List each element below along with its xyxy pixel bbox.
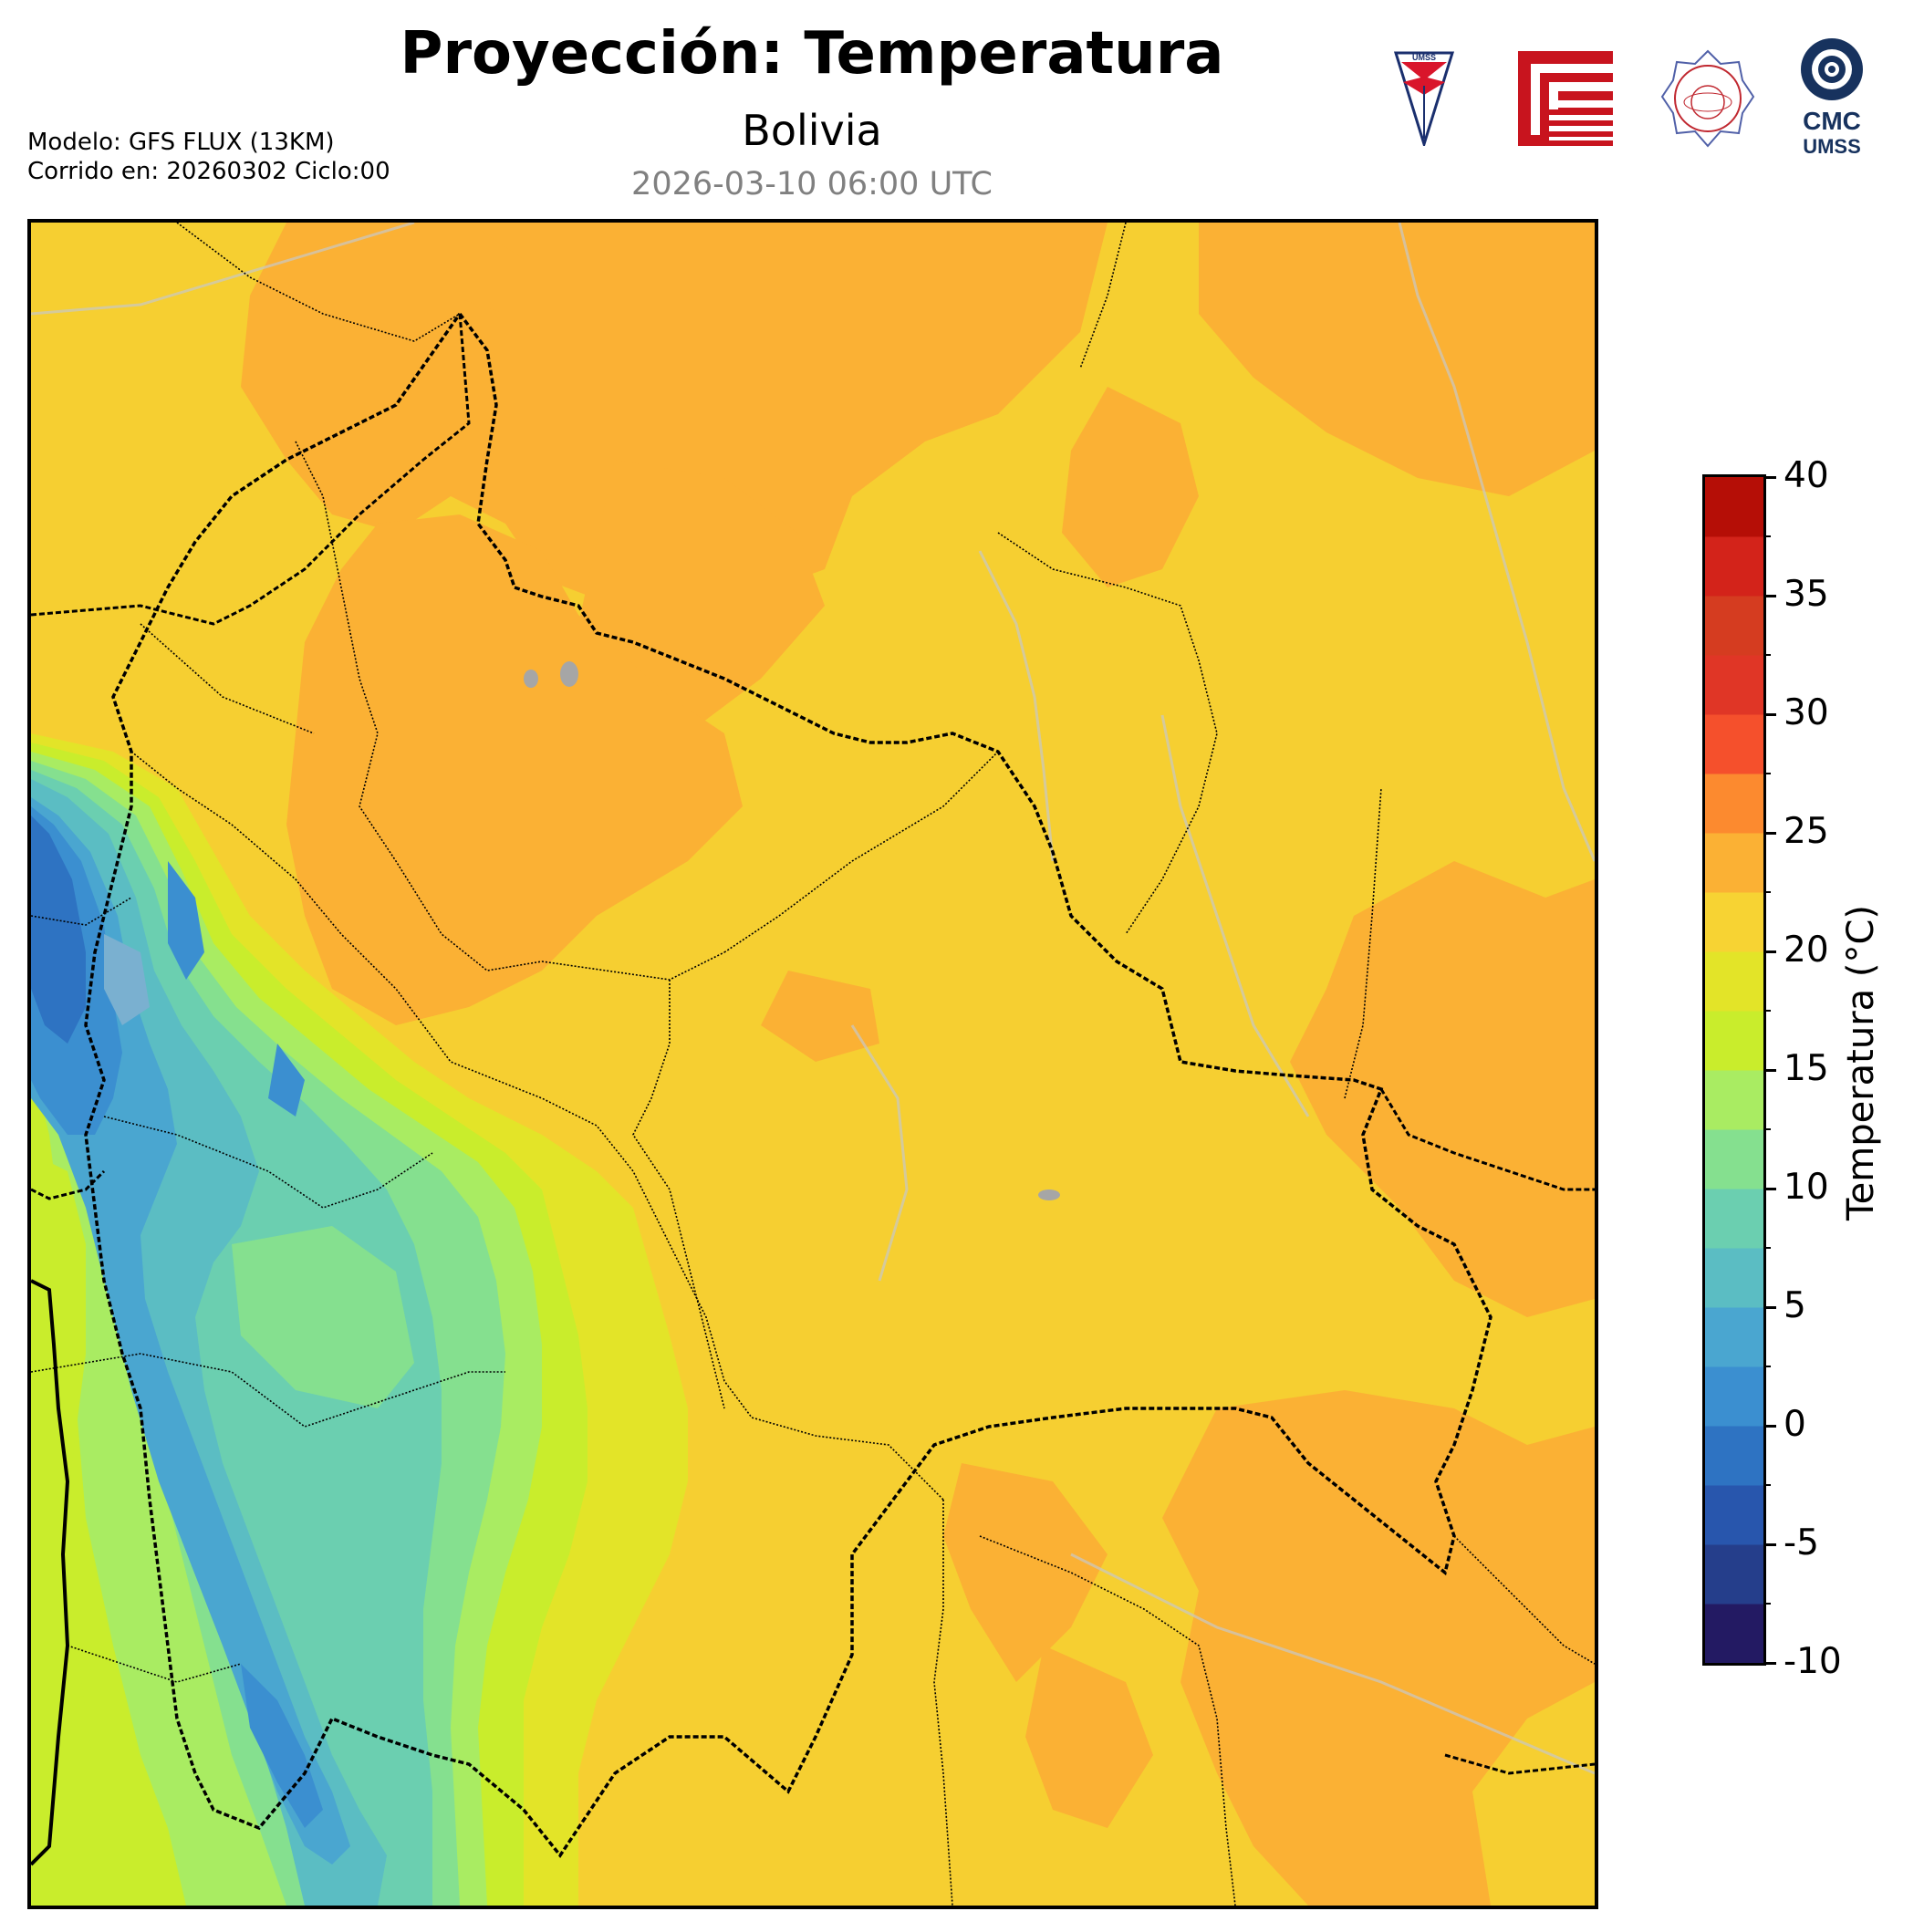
colorbar-minor-tick: [1763, 773, 1771, 774]
colorbar-band: [1705, 1307, 1763, 1367]
colorbar-tick: [1763, 1187, 1776, 1190]
colorbar-band: [1705, 774, 1763, 834]
colorbar-minor-tick: [1763, 1603, 1771, 1605]
colorbar-tick: [1763, 1542, 1776, 1546]
umss-logo-text: UMSS: [1412, 53, 1436, 62]
colorbar-tick-label: 15: [1784, 1048, 1829, 1089]
lakes: [104, 661, 1060, 1200]
colorbar-band: [1705, 1129, 1763, 1189]
colorbar-band: [1705, 1189, 1763, 1249]
colorbar-band: [1705, 1011, 1763, 1071]
colorbar-title: Temperatura (°C): [1840, 904, 1882, 1221]
colorbar-tick-label: 10: [1784, 1167, 1829, 1208]
colorbar-tick-label: -5: [1784, 1522, 1819, 1563]
colorbar-band: [1705, 1485, 1763, 1545]
colorbar-minor-tick: [1763, 1247, 1771, 1249]
colorbar-minor-tick: [1763, 891, 1771, 893]
cmc-logo-text: CMC: [1803, 107, 1861, 135]
colorbar-tick-label: 30: [1784, 692, 1829, 733]
coastline: [31, 1279, 70, 1866]
colorbar-tick-label: 35: [1784, 574, 1829, 615]
colorbar-gradient: [1705, 477, 1763, 1663]
colorbar-tick: [1763, 950, 1776, 953]
colorbar-tick: [1763, 1305, 1776, 1309]
colorbar-tick: [1763, 1661, 1776, 1665]
forecast-datetime: 2026-03-10 06:00 UTC: [631, 166, 993, 203]
colorbar-minor-tick: [1763, 1128, 1771, 1130]
colorbar-band: [1705, 1366, 1763, 1427]
colorbar-band: [1705, 596, 1763, 656]
rivers: [31, 223, 1595, 1775]
department-borders: [31, 223, 1595, 1906]
map-svg: [31, 223, 1595, 1906]
colorbar-tick-label: 20: [1784, 930, 1829, 971]
colorbar-band: [1705, 892, 1763, 952]
model-info: Modelo: GFS FLUX (13KM) Corrido en: 2026…: [27, 128, 390, 186]
colorbar-tick-label: 0: [1784, 1404, 1806, 1445]
colorbar-band: [1705, 1070, 1763, 1130]
colorbar-band: [1705, 655, 1763, 715]
map-subtitle: Bolivia: [742, 106, 882, 155]
map-title: Proyección: Temperatura: [400, 20, 1224, 88]
colorbar-tick: [1763, 1424, 1776, 1428]
colorbar-band: [1705, 833, 1763, 893]
colorbar-band: [1705, 1604, 1763, 1663]
national-borders: [31, 313, 1595, 1775]
colorbar-minor-tick: [1763, 654, 1771, 656]
colorbar-tick-label: 40: [1784, 455, 1829, 496]
colorbar: [1702, 474, 1766, 1666]
cmc-umss-logo: CMC UMSS: [1788, 35, 1876, 159]
colorbar-minor-tick: [1763, 1010, 1771, 1012]
colorbar-tick-label: -10: [1784, 1641, 1842, 1682]
colorbar-band: [1705, 536, 1763, 597]
cold-zones: [31, 733, 688, 1906]
colorbar-band: [1705, 1248, 1763, 1308]
physics-dept-logo: [1660, 49, 1755, 148]
colorbar-tick: [1763, 712, 1776, 716]
faculty-logo: [1518, 51, 1613, 146]
colorbar-tick: [1763, 831, 1776, 835]
colorbar-minor-tick: [1763, 1366, 1771, 1367]
temperature-map: [27, 219, 1598, 1909]
cmc-logo-subtext: UMSS: [1803, 135, 1861, 158]
colorbar-tick: [1763, 1068, 1776, 1072]
colorbar-band: [1705, 1426, 1763, 1486]
umss-logo: UMSS: [1393, 49, 1455, 150]
colorbar-band: [1705, 477, 1763, 537]
colorbar-band: [1705, 714, 1763, 774]
colorbar-minor-tick: [1763, 535, 1771, 537]
colorbar-tick: [1763, 475, 1776, 479]
model-line: Modelo: GFS FLUX (13KM): [27, 129, 335, 156]
colorbar-tick: [1763, 594, 1776, 597]
colorbar-band: [1705, 951, 1763, 1012]
colorbar-minor-tick: [1763, 1484, 1771, 1486]
run-line: Corrido en: 20260302 Ciclo:00: [27, 158, 390, 185]
colorbar-band: [1705, 1544, 1763, 1605]
colorbar-tick-label: 25: [1784, 811, 1829, 852]
colorbar-tick-label: 5: [1784, 1285, 1806, 1326]
